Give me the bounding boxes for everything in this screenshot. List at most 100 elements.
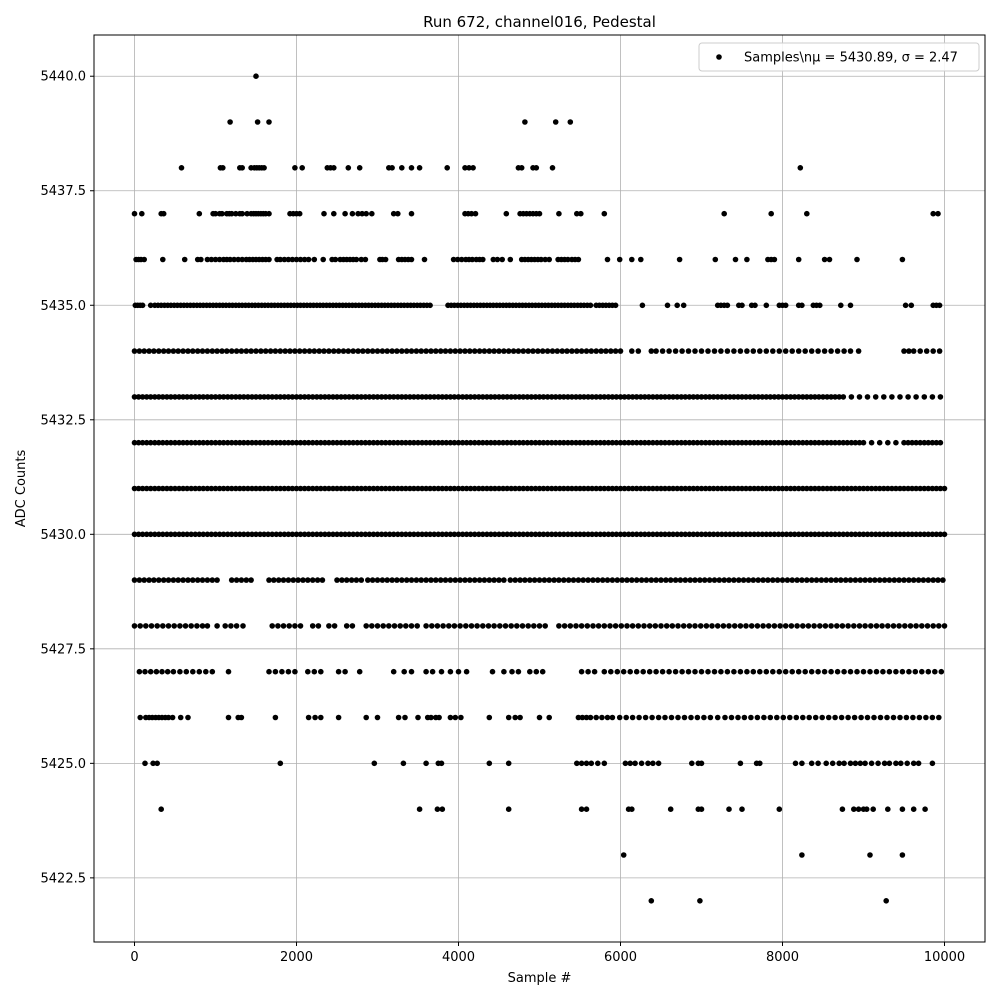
data-point [544,348,551,354]
data-point [574,348,580,354]
data-point [346,439,352,446]
data-point [536,623,543,629]
data-point [160,210,167,217]
data-point [269,623,276,629]
data-point [194,577,201,583]
data-point [277,485,284,492]
plot-frame [93,34,986,943]
data-point [228,210,235,217]
data-point [829,760,836,767]
data-point [799,852,805,858]
data-point [139,210,145,217]
data-point [379,577,386,583]
data-point [397,623,404,629]
data-point [732,256,739,263]
data-point [508,485,514,492]
data-point [476,439,482,446]
data-point [212,439,219,446]
data-point [774,577,781,583]
data-point [331,348,337,354]
data-point [757,668,763,675]
data-point [812,714,819,721]
data-point [395,531,401,538]
data-point [808,760,815,767]
data-point [485,623,492,629]
data-point [578,623,585,629]
data-point [305,714,312,721]
data-point [292,623,298,629]
data-point [800,439,806,446]
data-point [512,439,518,446]
data-point [727,485,733,492]
data-point [804,210,810,217]
data-point [532,485,539,492]
data-point [196,668,203,675]
data-point [486,348,493,354]
data-point [380,623,387,629]
data-point [589,394,595,400]
data-point [752,302,758,309]
data-point [885,806,891,812]
data-point [698,348,705,354]
data-point [884,714,890,721]
data-point [164,485,170,492]
data-point [584,623,591,629]
data-point [358,256,365,263]
data-point [407,394,413,400]
data-point [466,165,472,171]
data-point [289,531,296,538]
data-point [139,485,146,492]
data-point [812,485,818,492]
data-point [711,577,718,583]
data-point [190,577,196,583]
data-point [635,623,642,629]
data-point [788,623,795,629]
data-point [233,531,239,538]
data-point [714,394,721,400]
data-point [782,348,789,354]
data-point [177,668,183,675]
data-point [698,668,705,675]
data-point [335,348,342,354]
data-point [751,394,757,400]
data-point [940,577,946,583]
data-point [901,348,907,354]
data-point [872,577,878,583]
data-point [549,348,556,354]
data-point [536,714,543,721]
data-point [739,394,745,400]
data-point [401,668,408,675]
data-point [209,348,216,354]
data-point [580,577,586,583]
data-point [608,348,614,354]
data-point [727,439,733,446]
data-point [795,668,802,675]
data-point [413,577,420,583]
data-point [253,439,259,446]
data-point [686,623,693,629]
data-point [416,806,423,812]
data-point [435,485,442,492]
data-point [638,760,645,767]
x-tick-label: 2000 [280,950,313,965]
data-point [678,485,685,492]
data-point [180,348,186,354]
data-point [147,531,154,538]
data-point [496,577,502,583]
data-point [454,256,461,263]
data-point [345,348,352,354]
data-point [577,485,583,492]
data-point [452,714,459,721]
data-point [720,623,727,629]
data-point [765,577,771,583]
data-point [751,531,757,538]
data-point [238,348,245,354]
data-point [763,394,770,400]
data-point [520,531,527,538]
data-point [253,348,259,354]
data-point [679,348,685,354]
data-point [817,302,823,309]
data-point [909,485,915,492]
data-point [726,806,732,812]
